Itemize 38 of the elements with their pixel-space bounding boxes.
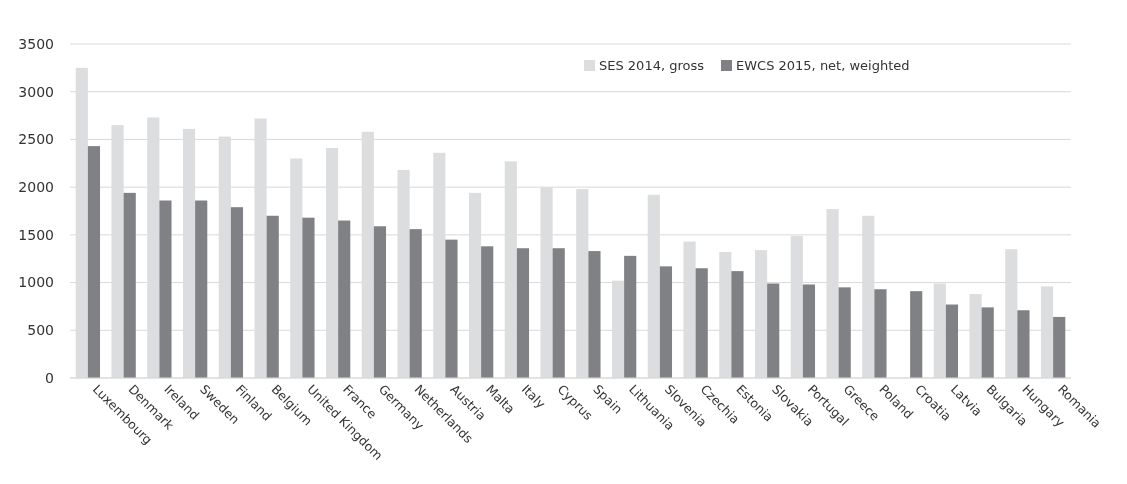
- legend-label: SES 2014, gross: [599, 58, 705, 73]
- bar: [230, 207, 244, 378]
- bar: [695, 268, 708, 378]
- legend-label: EWCS 2015, net, weighted: [736, 58, 910, 73]
- bar: [159, 200, 172, 378]
- bar: [87, 146, 101, 378]
- bar: [767, 283, 780, 378]
- bar: [373, 226, 387, 378]
- bar: [445, 239, 458, 378]
- bar: [1017, 310, 1030, 378]
- y-tick-label: 2000: [18, 179, 54, 196]
- bar: [123, 192, 136, 378]
- bar: [1053, 316, 1066, 378]
- y-tick-label: 500: [27, 322, 54, 339]
- bar: [588, 251, 601, 378]
- y-tick-label: 2500: [18, 131, 54, 148]
- bar: [266, 215, 279, 378]
- bar: [981, 307, 994, 378]
- y-tick-label: 1000: [18, 274, 54, 291]
- bar: [838, 287, 851, 378]
- bar: [624, 255, 637, 378]
- bar: [481, 246, 494, 378]
- bar: [874, 289, 887, 378]
- bar: [731, 271, 744, 378]
- bar: [195, 200, 208, 378]
- y-tick-label: 3500: [18, 35, 54, 52]
- bar: [945, 304, 959, 378]
- y-tick-label: 0: [45, 369, 54, 386]
- y-tick-label: 1500: [18, 226, 54, 243]
- bar: [302, 217, 315, 378]
- bar: [802, 284, 816, 378]
- bar: [910, 291, 923, 378]
- bar: [659, 266, 673, 378]
- y-tick-label: 3000: [18, 83, 54, 100]
- bar: [516, 248, 530, 378]
- bar: [338, 220, 351, 378]
- bar: [409, 229, 422, 378]
- bar: [552, 248, 565, 378]
